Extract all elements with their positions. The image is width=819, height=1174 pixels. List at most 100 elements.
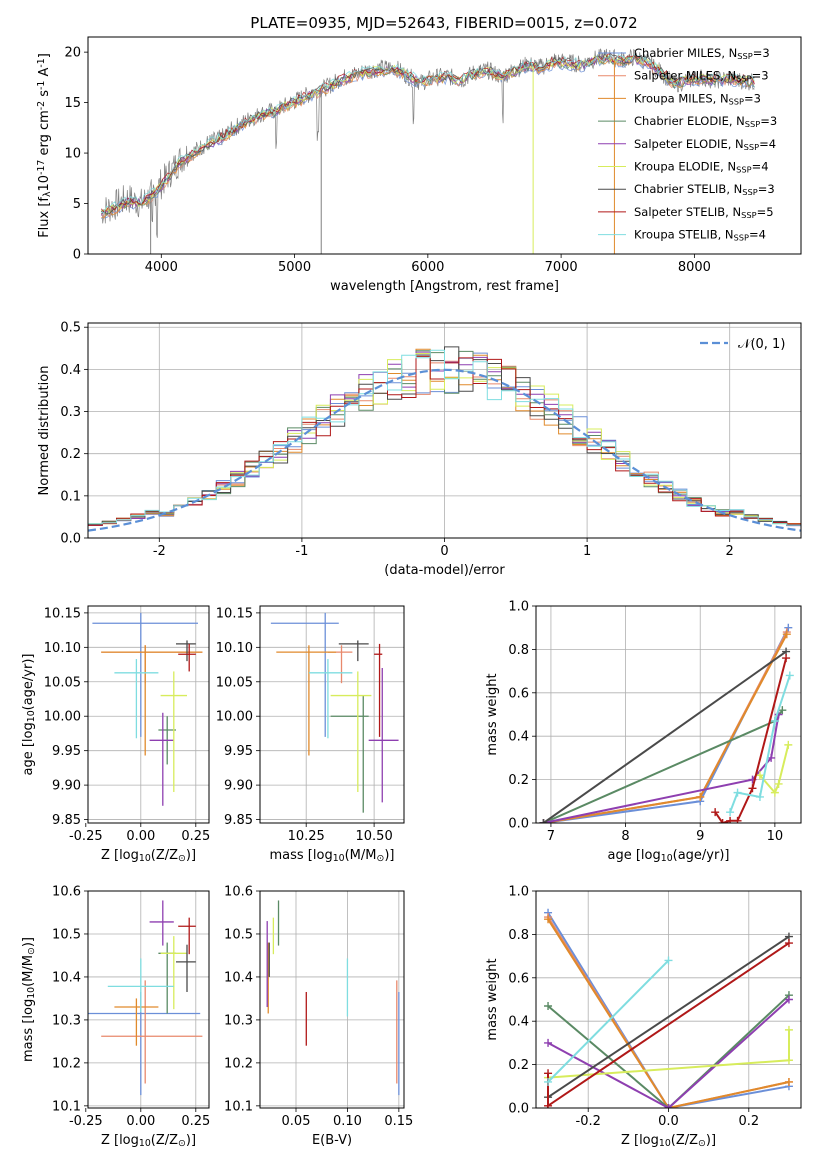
mass-weight-marker — [784, 1056, 793, 1065]
mass-weight-marker — [784, 740, 793, 749]
x-axis-label: wavelength [Angstrom, rest frame] — [330, 279, 559, 294]
legend-label: Salpeter MILES, NSSP=3 — [634, 69, 769, 84]
x-tick-label: 8 — [621, 829, 629, 844]
x-axis-label: age [log10(age/yr)] — [608, 848, 730, 864]
y-tick-label: 1.0 — [508, 600, 529, 615]
legend-label: Chabrier STELIB, NSSP=3 — [634, 182, 775, 197]
mass-weight-marker — [539, 819, 548, 823]
y-tick-label: 0.2 — [508, 773, 529, 788]
legend-label: Kroupa ELODIE, NSSP=4 — [634, 160, 769, 175]
x-tick-label: 0.25 — [181, 1114, 210, 1129]
axes-frame — [87, 890, 210, 1109]
mass-weight-marker — [726, 816, 735, 823]
mass-weight-marker — [755, 792, 764, 801]
x-axis-label: (data-model)/error — [384, 563, 505, 578]
y-tick-label: 10.2 — [224, 1056, 253, 1071]
plot-area — [88, 891, 209, 1108]
mass-weight-line — [542, 650, 787, 823]
mass-weight-marker — [778, 706, 787, 715]
model-spectrum-line — [100, 53, 755, 213]
y-tick-label: 10.2 — [52, 1056, 81, 1071]
y-tick-label: 10.15 — [216, 606, 253, 621]
y-axis-label: Normed distribution — [37, 366, 52, 496]
x-tick-label: 1 — [583, 544, 591, 559]
spectrum-axes: 4000 5000 6000 7000 8000 0 5 10 15 20 wavelength [… — [36, 36, 802, 294]
x-tick-label: 0.00 — [126, 829, 155, 844]
legend-label: Chabrier MILES, NSSP=3 — [634, 46, 770, 61]
y-tick-label: 0.5 — [60, 321, 81, 336]
mass-weight-marker — [733, 788, 742, 797]
plot-area — [260, 606, 404, 823]
x-tick-label: 5000 — [278, 260, 311, 275]
mass-weight-line — [759, 744, 790, 795]
mass-weight-marker — [784, 1077, 793, 1086]
x-tick-label: 0.05 — [282, 1114, 311, 1129]
plot-area — [260, 891, 404, 1108]
y-tick-label: 10.1 — [52, 1099, 81, 1114]
x-tick-label: 2 — [726, 544, 734, 559]
x-tick-label: 0.15 — [384, 1114, 413, 1129]
y-tick-label: 10.1 — [224, 1099, 253, 1114]
mass-weight-marker — [718, 819, 727, 823]
y-tick-label: 15 — [64, 96, 81, 111]
axes-frame — [259, 890, 405, 1109]
mass-weight-marker — [755, 771, 764, 780]
age-vs-mass-axes: 10.25 10.50 9.85 9.90 9.95 10.00 10.05 10.10 10.… — [216, 605, 405, 864]
plot-area — [536, 891, 801, 1108]
mass-weight-marker — [770, 717, 779, 726]
mass-vs-metallicity-axes: -0.25 0.00 0.25 10.1 10.2 10.3 10.4 10.5 10.6 Z [… — [21, 885, 210, 1150]
y-tick-label: 20 — [64, 46, 81, 61]
mass-weight-line — [547, 998, 790, 1108]
plot-area — [100, 48, 755, 254]
x-tick-label: -2 — [153, 544, 166, 559]
mass-weight-marker — [733, 816, 742, 823]
x-axis-label: Z [log10(Z/Z⊙)] — [101, 1133, 196, 1149]
x-tick-label: 9 — [696, 829, 704, 844]
y-tick-label: 0.6 — [508, 971, 529, 986]
x-tick-label: 0.10 — [333, 1114, 362, 1129]
x-tick-label: 7000 — [545, 260, 578, 275]
mass-weight-line — [714, 657, 788, 823]
mass-weight-marker — [544, 1077, 553, 1086]
y-tick-label: 10.4 — [52, 970, 81, 985]
x-tick-label: 7 — [547, 829, 555, 844]
mass-weight-marker — [544, 1038, 553, 1047]
y-tick-label: 0.0 — [60, 532, 81, 547]
plot-area — [88, 323, 801, 538]
axes-frame — [87, 36, 802, 255]
y-tick-label: 10.3 — [52, 1013, 81, 1028]
plot-area — [88, 606, 209, 823]
y-tick-label: 0.0 — [508, 817, 529, 832]
residual-distribution-axes: -2 -1 0 1 2 0.0 0.1 0.2 0.3 0.4 0.5 (data-model)/er… — [37, 321, 802, 578]
x-tick-label: 0.0 — [658, 1114, 679, 1129]
y-tick-label: 0.8 — [508, 928, 529, 943]
y-tick-label: 10 — [64, 147, 81, 162]
y-tick-label: 10.5 — [52, 927, 81, 942]
mass-weight-marker — [782, 630, 791, 639]
mass-weight-marker — [785, 671, 794, 680]
y-tick-label: 10.00 — [44, 710, 81, 725]
x-tick-label: 10.25 — [288, 829, 325, 844]
y-axis-label: mass [log10(M/M⊙)] — [21, 937, 37, 1062]
x-tick-label: 0.2 — [738, 1114, 759, 1129]
y-tick-label: 0.1 — [60, 489, 81, 504]
y-tick-label: 10.5 — [224, 927, 253, 942]
y-tick-label: 0.2 — [508, 1058, 529, 1073]
mass-weight-line — [729, 675, 791, 813]
mass-vs-extinction-axes: 0.05 0.10 0.15 10.1 10.2 10.3 10.4 10.5 10.6 E(B-… — [224, 885, 413, 1149]
y-tick-label: 9.95 — [52, 744, 81, 759]
y-tick-label: 0.2 — [60, 447, 81, 462]
y-tick-label: 9.95 — [224, 744, 253, 759]
mass-weight-vs-age-axes: 7 8 9 10 0.0 0.2 0.4 0.6 0.8 1.0 age [log10(age/yr… — [485, 600, 802, 864]
mass-weight-line — [547, 994, 790, 1108]
mass-weight-marker — [784, 623, 793, 632]
x-tick-label: 0.00 — [126, 1114, 155, 1129]
y-tick-label: 10.4 — [224, 970, 253, 985]
axes-frame — [87, 322, 802, 539]
mass-weight-marker — [784, 995, 793, 1004]
x-tick-label: 6000 — [411, 260, 444, 275]
x-axis-label: mass [log10(M/M⊙)] — [270, 848, 395, 864]
mass-weight-marker — [696, 792, 705, 801]
